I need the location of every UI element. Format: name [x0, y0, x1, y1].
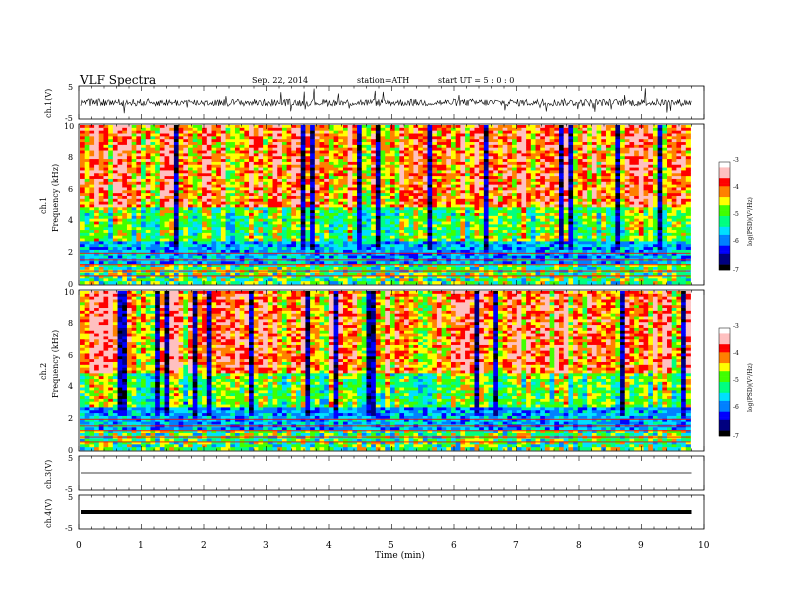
ch1-cbar-tick-m7: -7	[733, 267, 739, 274]
xtick-7: 7	[513, 541, 519, 551]
ch1-cbar-label: log(PSD)(V²/Hz)	[747, 197, 754, 246]
ch1-spec-channel-label: ch.1	[39, 197, 48, 214]
ch2-colorbar	[718, 327, 731, 437]
ch1-ylabel: ch.1(V)	[44, 89, 53, 118]
xtick-6: 6	[451, 541, 457, 551]
ch1-cbar-tick-m6: -6	[733, 238, 739, 245]
xtick-1: 1	[138, 541, 144, 551]
ch2-spec-ytick-0: 0	[68, 446, 73, 455]
xtick-0: 0	[76, 541, 82, 551]
ch2-spec-ytick-10: 10	[64, 288, 74, 297]
ch2-cbar-tick-m4: -4	[733, 350, 739, 357]
ch2-spec-ytick-8: 8	[68, 319, 73, 328]
ch2-spec-channel-label: ch.2	[39, 363, 48, 380]
axis-ticks	[78, 86, 705, 529]
date-label: Sep. 22, 2014	[252, 76, 308, 85]
start-time-label: start UT = 5 : 0 : 0	[438, 76, 514, 85]
ch1-ytick-bottom: -5	[65, 114, 73, 123]
ch2-cbar-tick-m5: -5	[733, 377, 739, 384]
ch2-spec-ytick-6: 6	[68, 351, 73, 360]
ch2-spectrogram-image	[80, 291, 691, 451]
ch4-ytick-bottom: -5	[65, 524, 73, 533]
ch2-spec-ytick-4: 4	[68, 382, 73, 391]
ch4-ytick-top: 5	[68, 493, 73, 502]
xtick-2: 2	[201, 541, 207, 551]
xtick-5: 5	[388, 541, 394, 551]
ch1-spec-ytick-2: 2	[68, 248, 73, 257]
ch1-colorbar	[718, 161, 731, 271]
ch1-spec-ytick-0: 0	[68, 280, 73, 289]
ch2-cbar-tick-m7: -7	[733, 433, 739, 440]
xtick-4: 4	[326, 541, 332, 551]
ch1-cbar-tick-m4: -4	[733, 184, 739, 191]
xtick-3: 3	[263, 541, 269, 551]
ch1-ytick-top: 5	[68, 83, 73, 92]
ch1-spec-ylabel: Frequency (kHz)	[51, 164, 60, 232]
ch2-spec-ylabel: Frequency (kHz)	[51, 330, 60, 398]
ch1-spectrogram-image	[80, 125, 691, 285]
ch3-ytick-bottom: -5	[65, 485, 73, 494]
ch1-spec-ytick-8: 8	[68, 153, 73, 162]
ch4-ylabel: ch.4(V)	[44, 499, 53, 528]
ch2-cbar-tick-m6: -6	[733, 404, 739, 411]
ch2-spec-ytick-2: 2	[68, 414, 73, 423]
ch2-cbar-tick-m3: -3	[733, 323, 739, 330]
ch1-cbar-tick-m3: -3	[733, 157, 739, 164]
xtick-8: 8	[576, 541, 582, 551]
ch1-spec-ytick-6: 6	[68, 185, 73, 194]
station-label: station=ATH	[357, 76, 409, 85]
ch3-ytick-top: 5	[68, 454, 73, 463]
xtick-9: 9	[638, 541, 644, 551]
xtick-10: 10	[698, 541, 710, 551]
ch1-spec-ytick-4: 4	[68, 216, 73, 225]
xaxis-label: Time (min)	[375, 550, 425, 561]
ch1-waveform-trace	[80, 88, 692, 114]
ch1-spec-ytick-10: 10	[64, 122, 74, 131]
figure-title: VLF Spectra	[79, 73, 156, 87]
ch2-cbar-label: log(PSD)(V²/Hz)	[747, 363, 754, 412]
ch1-cbar-tick-m5: -5	[733, 211, 739, 218]
ch3-ylabel: ch.3(V)	[44, 460, 53, 489]
